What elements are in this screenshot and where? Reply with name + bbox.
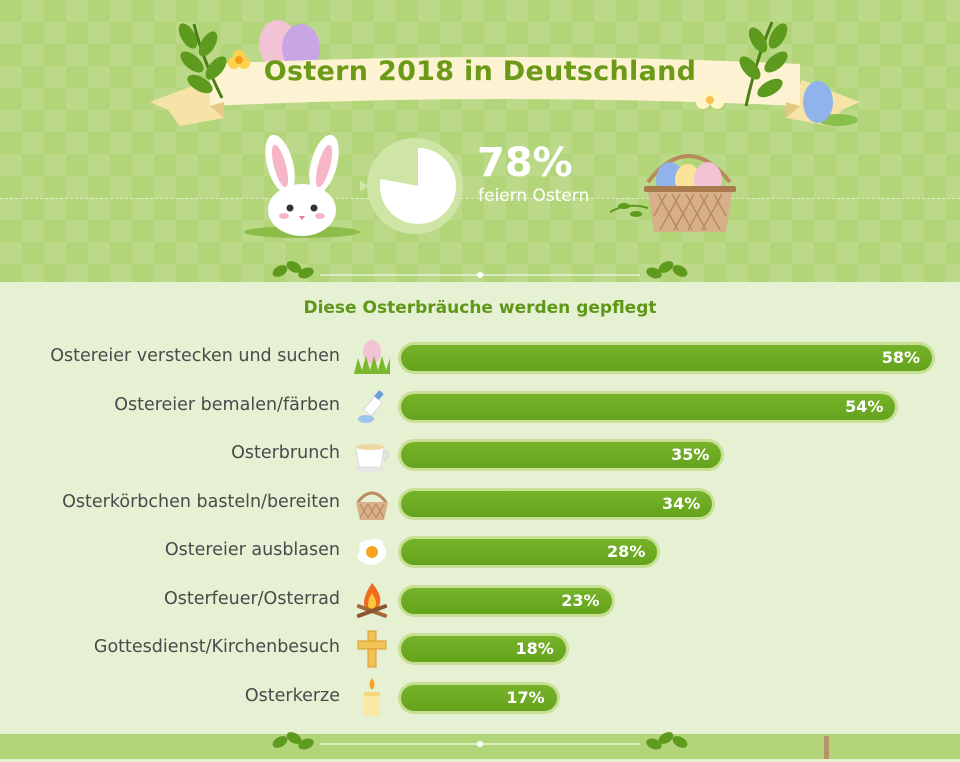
bar-label: Osterkerze (244, 685, 340, 706)
bunny-icon (244, 134, 360, 238)
coffee-cup-icon (352, 435, 392, 475)
bar (401, 539, 658, 565)
leaf-divider (272, 261, 688, 279)
bar-value-label: 23% (561, 590, 600, 610)
bar (401, 442, 722, 468)
header-divider-line (0, 198, 960, 199)
bar-value-label: 54% (845, 396, 884, 416)
cross-icon (352, 629, 392, 669)
bar-label: Osterfeuer/Osterrad (163, 588, 340, 609)
bar-value-label: 18% (515, 639, 554, 658)
blue-egg-icon (803, 81, 833, 123)
bar-value-label: 34% (661, 493, 701, 513)
chart-title: Diese Osterbräuche werden gepflegt (303, 298, 657, 318)
stat-label: feiern Ostern (478, 186, 590, 206)
bonfire-icon (352, 581, 392, 621)
easter-basket-icon (609, 154, 736, 232)
bar-value-label: 17% (506, 687, 545, 707)
bar-label: Ostereier verstecken und suchen (50, 346, 340, 366)
bar-label: Osterkörbchen basteln/bereiten (62, 491, 340, 512)
bar-label: Osterbrunch (231, 443, 340, 463)
flower-icon (228, 50, 250, 69)
bar (401, 345, 932, 371)
bar (401, 490, 713, 517)
bar-label: Ostereier bemalen/färben (114, 394, 340, 415)
bar-label: Gottesdienst/Kirchenbesuch (93, 637, 340, 657)
bar (401, 684, 557, 711)
title-banner (150, 20, 860, 126)
leaf-divider-bottom (272, 732, 688, 750)
wooden-post (824, 736, 829, 759)
bar-label: Ostereier ausblasen (164, 540, 340, 560)
bar-value-label: 58% (881, 348, 920, 367)
bar (401, 393, 896, 420)
bar (401, 636, 566, 662)
paint-tube-icon (352, 387, 392, 427)
stat-pie (360, 138, 463, 234)
page-title: Ostern 2018 in Deutschland (263, 56, 697, 87)
basket-icon (352, 484, 392, 524)
egg-in-grass-icon (352, 338, 392, 378)
bar-value-label: 35% (671, 445, 710, 464)
bar-value-label: 28% (607, 542, 646, 561)
bar (401, 587, 612, 614)
fried-egg-icon (352, 532, 392, 572)
stat-value: 78% (477, 140, 573, 186)
candle-icon (352, 677, 392, 718)
header-background (0, 0, 960, 282)
